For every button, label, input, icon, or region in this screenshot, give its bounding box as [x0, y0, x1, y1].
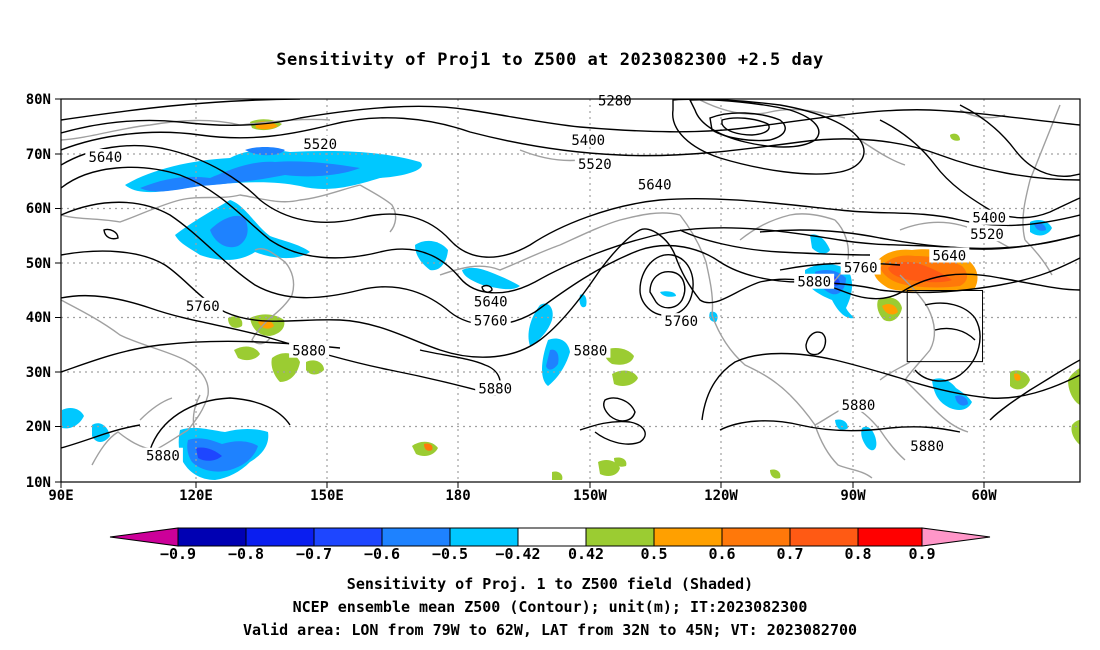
contour-label: 5400 [972, 211, 1006, 227]
colorbar-swatch [857, 527, 923, 547]
colorbar-label: 0.6 [708, 545, 735, 563]
colorbar-swatch [921, 527, 991, 547]
contour-label-bg [574, 156, 615, 172]
contour-label-bg [838, 396, 879, 412]
contour-label-bg [300, 135, 341, 151]
lat-label: 70N [26, 147, 51, 163]
colorbar-swatch [517, 527, 587, 547]
contour-label: 5880 [842, 398, 876, 414]
contour-label-bg [966, 226, 1007, 242]
contour-label: 5280 [598, 94, 632, 110]
colorbar-swatch [721, 527, 791, 547]
contour-label-bg [840, 259, 881, 275]
contour-label-bg [182, 297, 223, 313]
lat-label: 50N [26, 256, 51, 272]
contour-label-bg [568, 132, 609, 148]
contour-label-bg [570, 342, 611, 358]
lon-label: 150E [310, 488, 344, 504]
contour-label: 5880 [574, 344, 608, 360]
colorbar-label: 0.5 [640, 545, 667, 563]
contour-label: 5760 [474, 314, 508, 330]
contour-label: 5640 [638, 177, 672, 193]
colorbar-label: −0.6 [364, 545, 400, 563]
colorbar-label: −0.42 [495, 545, 540, 563]
colorbar-label: −0.5 [432, 545, 468, 563]
contour-label: 5880 [797, 275, 831, 291]
contour-label: 5640 [474, 294, 508, 310]
colorbar-label: 0.7 [776, 545, 803, 563]
contour-label-bg [289, 342, 330, 358]
tick-marks [55, 98, 985, 488]
colorbar [109, 527, 991, 547]
lat-label: 30N [26, 365, 51, 381]
longitude-labels: 90E 120E 150E 180 150W 120W 90W 60W [48, 488, 997, 504]
lon-label: 180 [445, 488, 470, 504]
contour-label: 5880 [292, 344, 326, 360]
colorbar-swatch [449, 527, 519, 547]
contour-label-bg [475, 380, 516, 396]
contour-label: 5520 [578, 157, 612, 173]
contour-label-bg [470, 293, 511, 309]
contour-label: 5520 [970, 227, 1004, 243]
colorbar-swatch [789, 527, 859, 547]
contour-label: 5760 [844, 261, 878, 277]
contour-label-bg [142, 447, 183, 463]
contour-label: 5880 [478, 381, 512, 397]
lon-label: 90W [840, 488, 866, 504]
lon-label: 60W [971, 488, 997, 504]
contour-label: 5520 [303, 137, 337, 153]
contour-label-bg [470, 312, 511, 328]
colorbar-label: 0.8 [844, 545, 871, 563]
figure-title: Sensitivity of Proj1 to Z500 at 20230823… [276, 50, 824, 70]
lon-label: 120W [704, 488, 738, 504]
colorbar-label: 0.42 [568, 545, 604, 563]
lat-label: 80N [26, 92, 51, 108]
colorbar-label: −0.9 [160, 545, 196, 563]
sensitivity-shading [62, 119, 1080, 480]
colorbar-swatch [585, 527, 655, 547]
contour-label-bg [85, 148, 126, 164]
contour-label-bg [594, 92, 635, 108]
contour-label: 5760 [664, 314, 698, 330]
contour-label: 5760 [186, 299, 220, 315]
contour-label-bg [929, 247, 970, 263]
caption-line-1: Sensitivity of Proj. 1 to Z500 field (Sh… [346, 575, 754, 593]
latitude-labels: 80N 70N 60N 50N 40N 30N 20N 10N [26, 92, 51, 491]
contour-label-bg [794, 273, 835, 289]
lat-label: 40N [26, 310, 51, 326]
colorbar-labels: −0.9 −0.8 −0.7 −0.6 −0.5 −0.42 0.42 0.5 … [160, 545, 936, 563]
colorbar-label: −0.8 [228, 545, 264, 563]
caption-line-2: NCEP ensemble mean Z500 (Contour); unit(… [292, 598, 808, 616]
lon-label: 90E [48, 488, 73, 504]
contour-label-bg [661, 313, 702, 329]
caption-line-3: Valid area: LON from 79W to 62W, LAT fro… [242, 621, 858, 639]
lat-label: 10N [26, 475, 51, 491]
colorbar-swatch [109, 527, 179, 547]
contour-label: 5640 [932, 248, 966, 264]
contour-label: 5880 [910, 439, 944, 455]
contour-label-bg [969, 209, 1010, 225]
colorbar-swatch [245, 527, 315, 547]
contour-label-bg [907, 437, 948, 453]
colorbar-swatch [177, 527, 247, 547]
contour-label: 5880 [146, 449, 180, 465]
colorbar-swatch [313, 527, 383, 547]
colorbar-label: 0.9 [908, 545, 935, 563]
colorbar-swatch [381, 527, 451, 547]
valid-area-box [906, 290, 984, 363]
lat-label: 60N [26, 201, 51, 217]
contour-label-bg [634, 176, 675, 192]
lon-label: 120E [179, 488, 213, 504]
map-frame [60, 98, 1081, 483]
lon-label: 150W [573, 488, 607, 504]
colorbar-label: −0.7 [296, 545, 332, 563]
lat-label: 20N [26, 419, 51, 435]
z500-contours [61, 99, 1080, 451]
contour-label: 5640 [88, 150, 122, 166]
colorbar-swatch [653, 527, 723, 547]
contour-label: 5400 [571, 133, 605, 149]
grid-lines [61, 99, 1080, 482]
